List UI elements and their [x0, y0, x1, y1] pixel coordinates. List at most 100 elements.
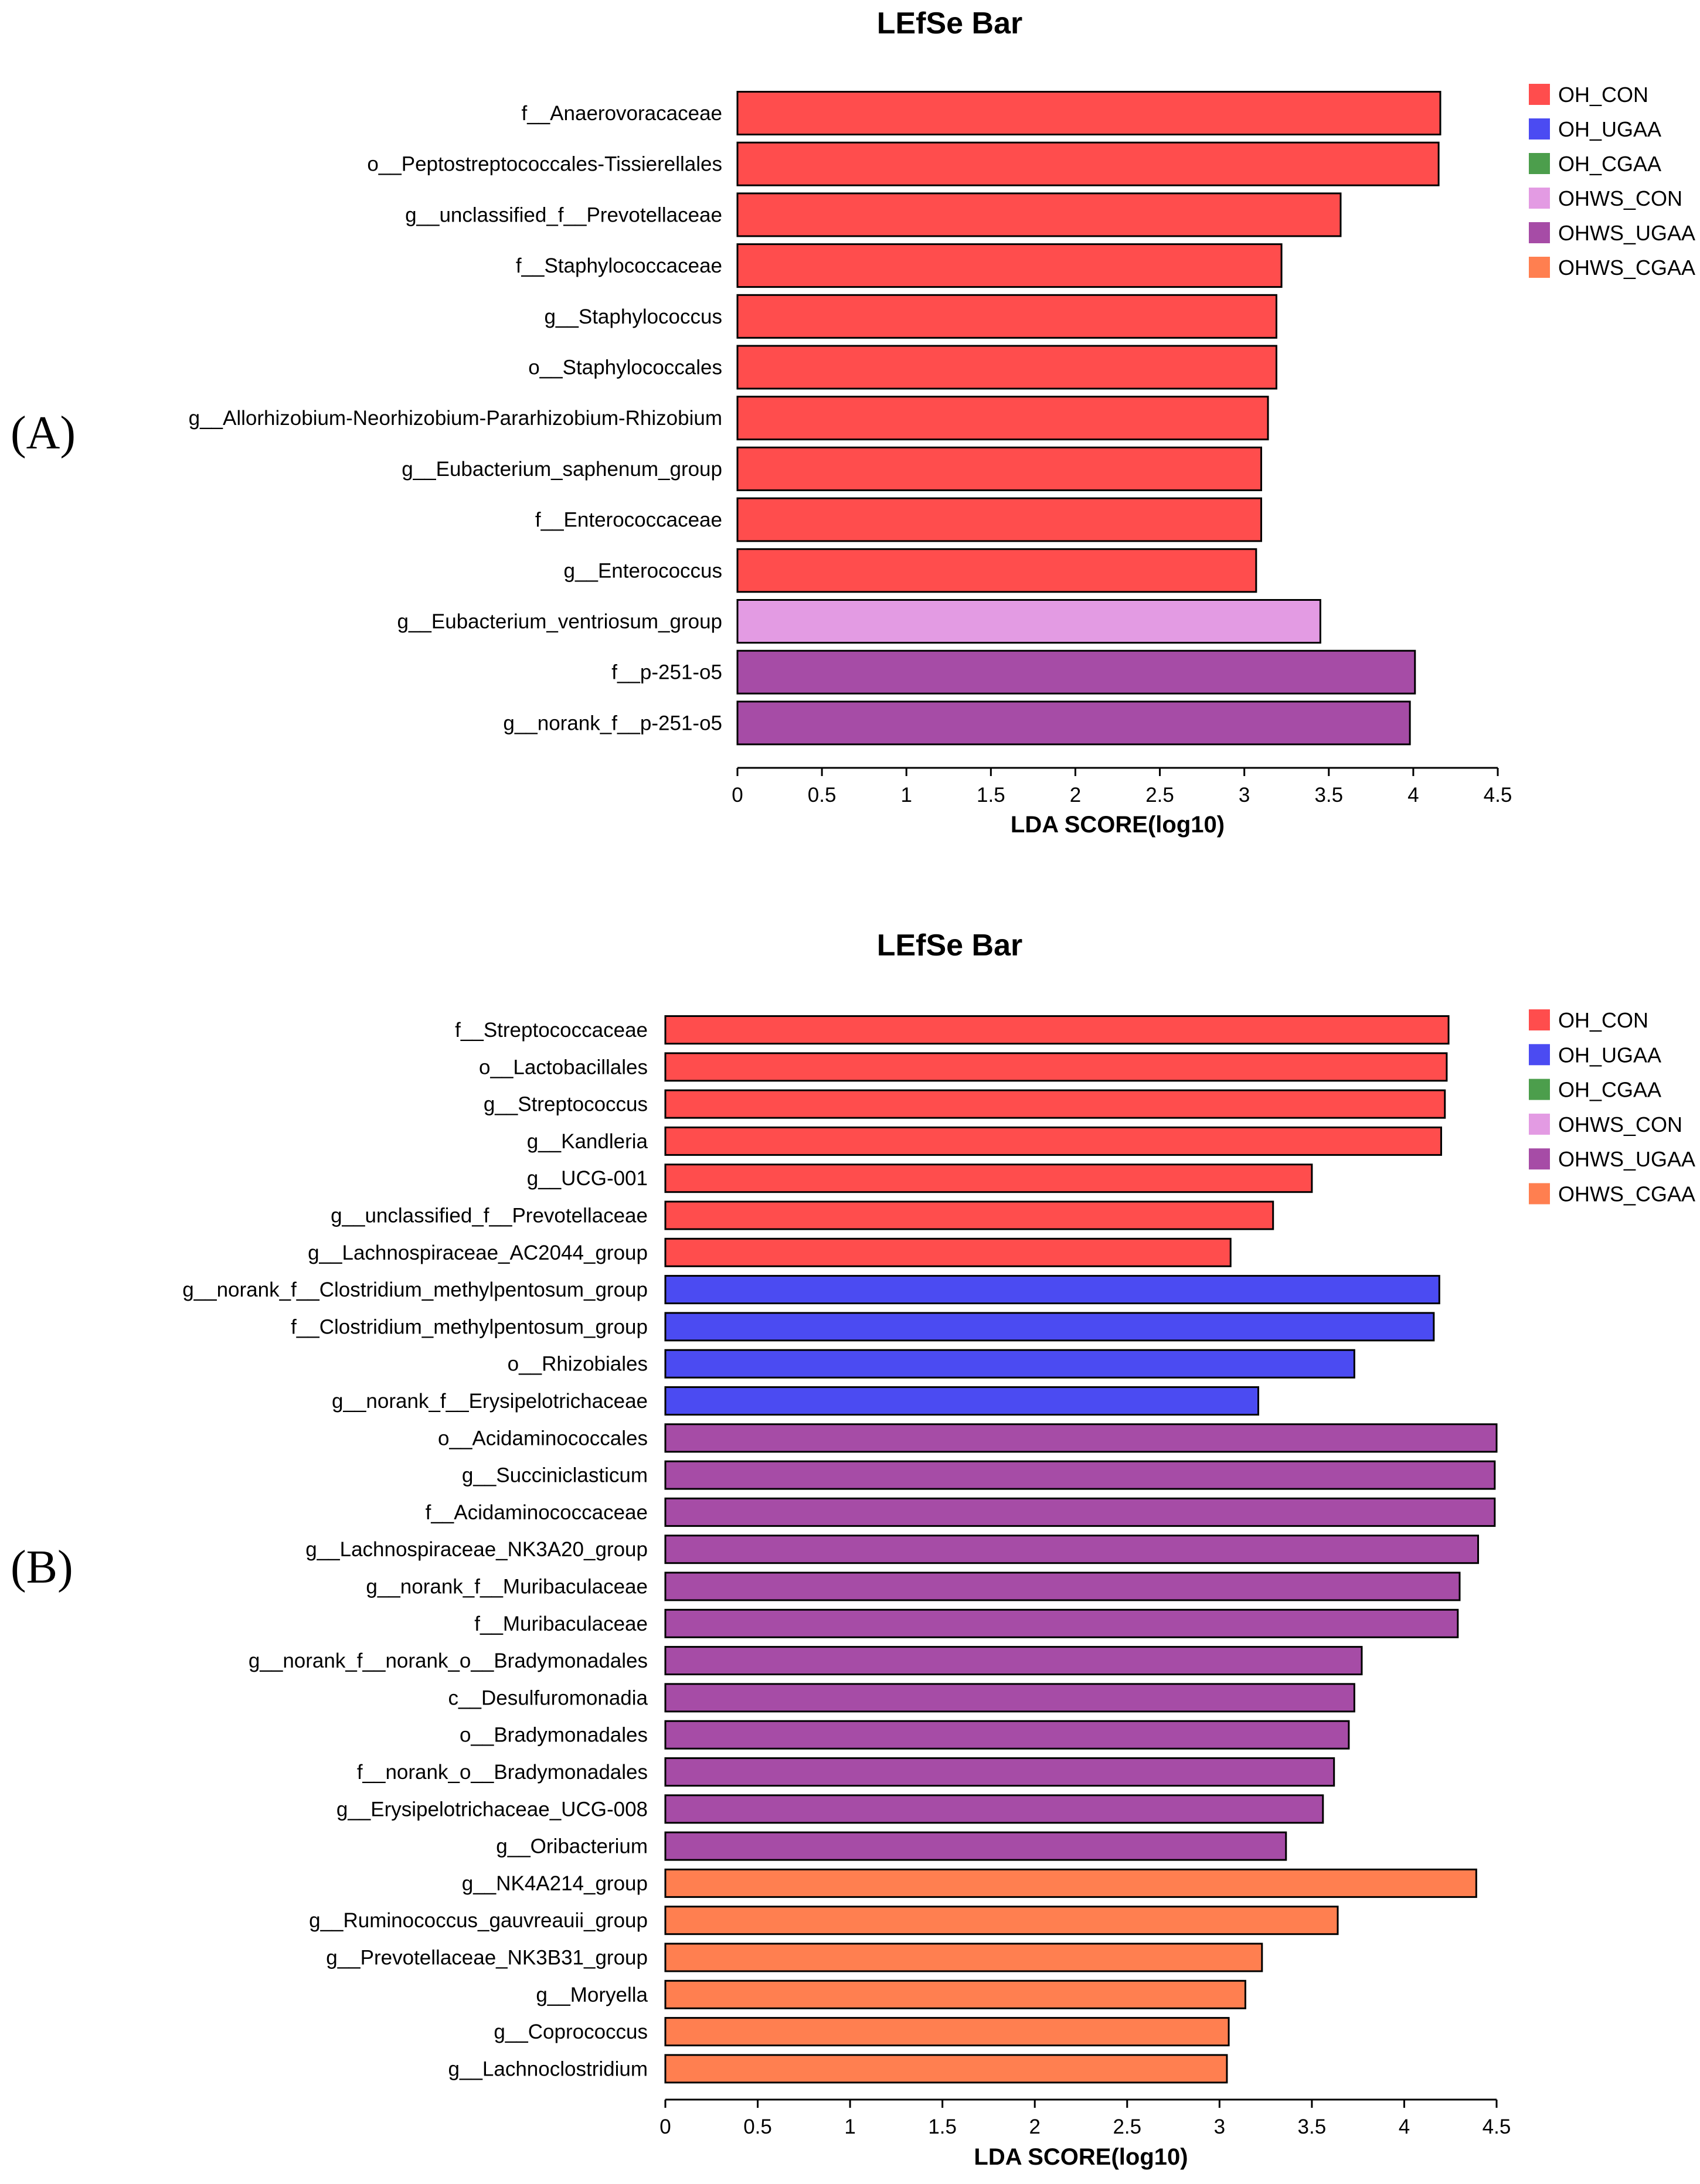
category-label: g__Lachnospiraceae_AC2044_group	[308, 1241, 648, 1264]
bar	[736, 294, 1277, 339]
bar	[664, 1275, 1440, 1305]
x-tick-label: 3	[1239, 784, 1250, 807]
legend-label: OHWS_UGAA	[1558, 221, 1695, 245]
category-label: g__Oribacterium	[496, 1835, 648, 1858]
bar	[736, 345, 1277, 390]
bar	[664, 1237, 1232, 1267]
category-label: g__Eubacterium_saphenum_group	[402, 458, 722, 481]
bar	[736, 91, 1441, 135]
x-tick-label: 3	[1214, 2115, 1225, 2138]
category-label: g__Ruminococcus_gauvreauii_group	[309, 1909, 648, 1932]
x-tick-label: 1.5	[977, 784, 1005, 807]
category-label: f__norank_o__Bradymonadales	[357, 1761, 648, 1784]
category-label: g__Succiniclasticum	[462, 1464, 648, 1487]
legend-swatch	[1529, 153, 1550, 174]
category-label: f__Muribaculaceae	[474, 1613, 648, 1635]
category-label: g__Prevotellaceae_NK3B31_group	[326, 1947, 648, 1969]
bar	[736, 192, 1342, 237]
category-label: o__Acidaminococcales	[438, 1427, 648, 1450]
legend-swatch	[1529, 1044, 1550, 1066]
category-label: g__UCG-001	[527, 1167, 648, 1190]
category-label: o__Staphylococcales	[528, 356, 722, 379]
bar	[664, 1200, 1274, 1230]
legend-label: OH_CGAA	[1558, 152, 1661, 176]
category-label: g__Kandleria	[527, 1130, 648, 1153]
bar	[664, 1646, 1363, 1676]
bar	[664, 1906, 1339, 1935]
bar	[664, 1720, 1350, 1750]
bar	[664, 1943, 1263, 1972]
bar	[736, 649, 1416, 695]
category-label: g__norank_f__norank_o__Bradymonadales	[249, 1649, 648, 1672]
panel-label: (B)	[11, 1542, 73, 1593]
x-tick-label: 0	[732, 784, 743, 807]
category-label: f__Streptococcaceae	[455, 1019, 648, 1042]
bar	[664, 1535, 1479, 1564]
chart-title: LEfSe Bar	[877, 6, 1023, 40]
x-tick-label: 4.5	[1483, 2115, 1511, 2138]
bar	[664, 1608, 1459, 1638]
x-tick-label: 1.5	[928, 2115, 957, 2138]
category-label: g__Eubacterium_ventriosum_group	[397, 610, 723, 633]
bar	[736, 243, 1283, 288]
legend-label: OHWS_CGAA	[1558, 1182, 1695, 1206]
legend-swatch	[1529, 257, 1550, 278]
legend-swatch	[1529, 1113, 1550, 1135]
legend-label: OH_CON	[1558, 83, 1648, 107]
bar	[736, 599, 1321, 644]
category-label: g__norank_f__Clostridium_methylpentosum_…	[182, 1278, 648, 1301]
bar	[664, 1349, 1355, 1379]
x-tick-label: 0.5	[743, 2115, 772, 2138]
legend-label: OH_UGAA	[1558, 117, 1661, 141]
x-tick-label: 0.5	[808, 784, 837, 807]
category-label: g__Coprococcus	[494, 2020, 648, 2043]
bar	[664, 1794, 1324, 1824]
category-label: g__Moryella	[536, 1984, 648, 2006]
category-label: o__Peptostreptococcales-Tissierellales	[367, 153, 722, 176]
category-label: f__p-251-o5	[611, 661, 722, 684]
category-label: g__Staphylococcus	[544, 305, 722, 328]
category-label: o__Rhizobiales	[508, 1353, 648, 1376]
legend-swatch	[1529, 1009, 1550, 1030]
category-label: o__Lactobacillales	[479, 1056, 648, 1079]
legend-swatch	[1529, 1148, 1550, 1170]
legend-label: OHWS_UGAA	[1558, 1147, 1695, 1171]
category-label: g__norank_f__Muribaculaceae	[366, 1576, 648, 1598]
x-tick-label: 1	[844, 2115, 855, 2138]
lefse-panel-a: (A) LEfSe Bar f__Anaerovoracaceae o__Peptos…	[11, 6, 1695, 838]
legend-swatch	[1529, 118, 1550, 140]
x-axis-title: LDA SCORE(log10)	[1011, 812, 1225, 838]
category-label: f__Clostridium_methylpentosum_group	[291, 1315, 648, 1338]
bar	[664, 1497, 1496, 1527]
category-label: o__Bradymonadales	[460, 1724, 648, 1747]
category-label: g__Enterococcus	[564, 559, 722, 582]
legend-label: OH_CGAA	[1558, 1078, 1661, 1102]
category-label: f__Staphylococcaceae	[516, 254, 722, 277]
bar	[664, 1460, 1496, 1490]
category-label: g__unclassified_f__Prevotellaceae	[331, 1205, 648, 1227]
panel-label: (A)	[11, 407, 76, 459]
category-label: g__Lachnospiraceae_NK3A20_group	[305, 1538, 648, 1561]
category-label: f__Acidaminococcaceae	[426, 1501, 648, 1524]
bar	[736, 497, 1262, 542]
legend-swatch	[1529, 188, 1550, 209]
category-label: g__Streptococcus	[484, 1093, 648, 1116]
legend-label: OHWS_CGAA	[1558, 256, 1695, 280]
bar	[664, 1126, 1442, 1156]
bar	[664, 1052, 1448, 1082]
bar	[736, 548, 1257, 593]
legend-label: OH_CON	[1558, 1008, 1648, 1032]
legend-swatch	[1529, 222, 1550, 243]
category-label: g__unclassified_f__Prevotellaceae	[405, 203, 722, 226]
category-label: f__Anaerovoracaceae	[522, 102, 722, 125]
x-tick-label: 3.5	[1314, 784, 1343, 807]
x-tick-label: 2	[1029, 2115, 1040, 2138]
x-tick-label: 4	[1407, 784, 1419, 807]
category-label: f__Enterococcaceae	[535, 509, 722, 532]
x-tick-label: 2.5	[1145, 784, 1174, 807]
bar	[664, 2054, 1228, 2084]
x-tick-label: 4	[1399, 2115, 1410, 2138]
legend-label: OHWS_CON	[1558, 186, 1682, 210]
